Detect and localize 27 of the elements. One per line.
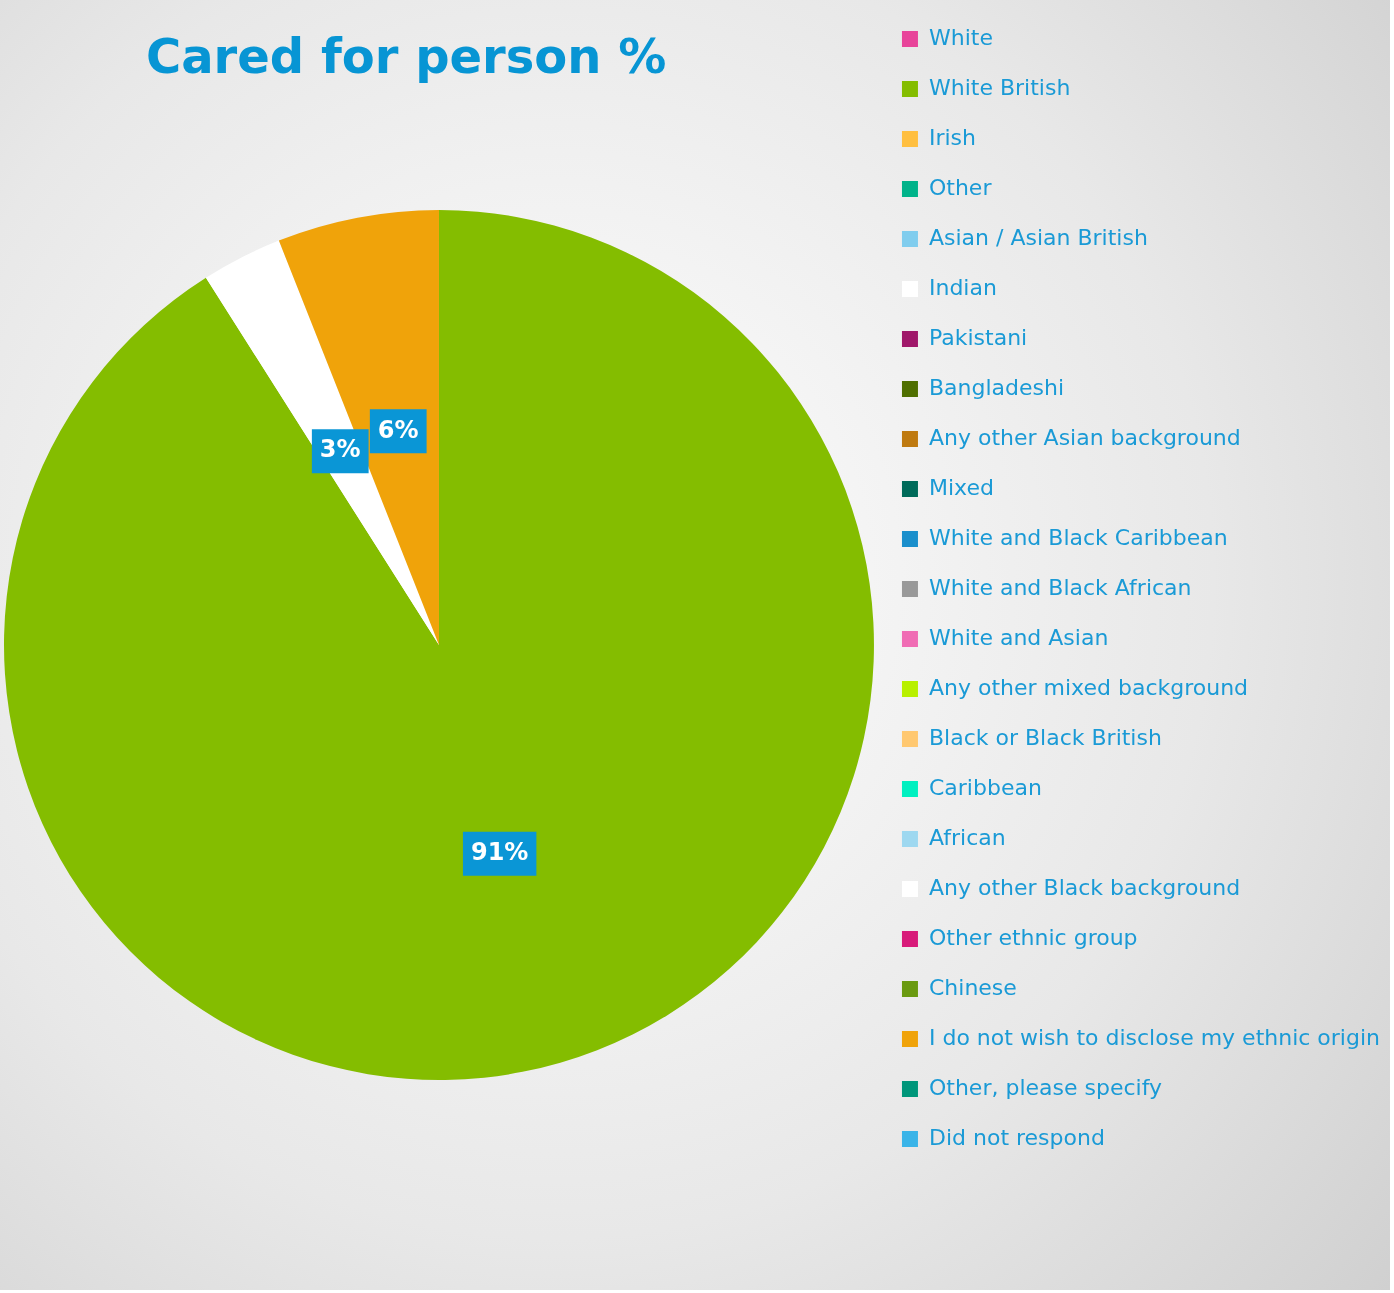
data-label: 3% [319, 435, 361, 464]
legend-label: White [928, 24, 993, 50]
legend-label: Any other Asian background [928, 424, 1241, 450]
legend-label: Other, please specify [928, 1074, 1163, 1100]
legend-label: Chinese [928, 974, 1017, 1000]
legend-label: Indian [928, 274, 997, 300]
legend-label: Other [928, 174, 993, 200]
legend-label: Did not respond [928, 1124, 1105, 1150]
legend-label: Other ethnic group [928, 924, 1138, 950]
legend-label: Irish [928, 124, 977, 150]
legend-label: Black or Black British [928, 724, 1162, 750]
data-label: 91% [470, 838, 529, 867]
legend-label: White and Black Caribbean [928, 524, 1228, 550]
legend-label: Mixed [928, 474, 994, 500]
legend-label: Bangladeshi [928, 374, 1065, 400]
legend-label: Caribbean [928, 774, 1042, 800]
legend-label: White British [928, 74, 1071, 100]
data-label: 6% [377, 415, 419, 444]
legend-label: I do not wish to disclose my ethnic origin [928, 1024, 1381, 1050]
chart-title: Cared for person % [146, 28, 667, 84]
legend-label: White and Asian [928, 624, 1109, 650]
legend-label: Any other Black background [928, 874, 1241, 900]
legend-label: Pakistani [928, 324, 1028, 350]
legend-label: Any other mixed background [928, 674, 1249, 700]
legend-label: African [928, 824, 1006, 850]
legend-label: Asian / Asian British [928, 224, 1148, 250]
legend-label: White and Black African [928, 574, 1192, 600]
